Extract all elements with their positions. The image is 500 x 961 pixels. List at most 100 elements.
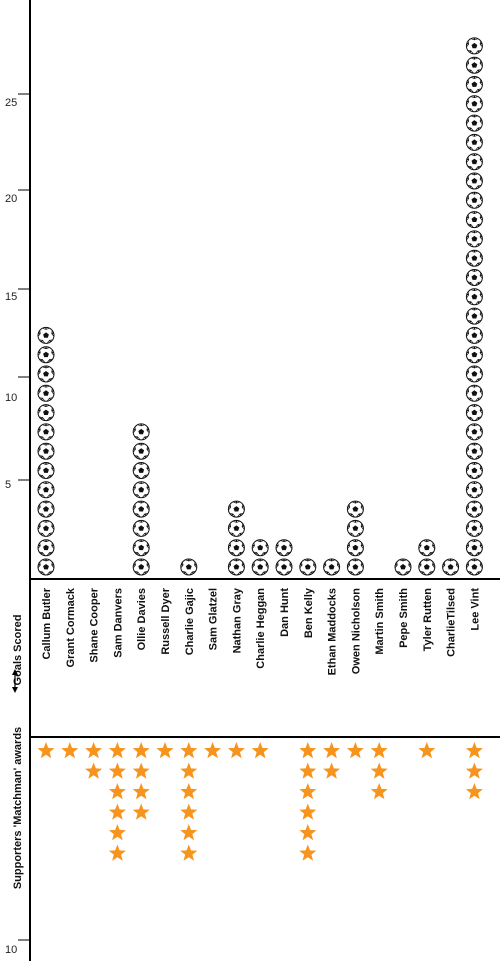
star-icon [180,803,198,820]
star-icon [227,742,245,759]
star-icon [132,762,150,779]
awards-tick-label: 10 [5,944,17,956]
football-icon [465,346,483,364]
player-name-label: Charlie Heggan [255,588,267,669]
player-name-label: Grant Cormack [65,587,77,667]
football-icon [465,172,483,190]
football-icon [442,558,460,576]
star-icon [465,762,483,779]
football-icon [465,519,483,538]
football-icon [465,500,483,518]
star-icon [85,742,103,759]
football-icon [37,346,55,364]
star-icon [180,762,198,779]
football-icon [346,539,364,557]
goals-axis-title: Goals Scored [12,615,24,686]
star-icon [61,742,79,759]
football-icon [251,558,269,576]
star-icon [323,742,341,759]
football-icon [346,558,364,576]
football-icon [275,539,293,557]
goals-markers [37,37,483,576]
star-icon [370,783,388,800]
football-icon [465,95,483,113]
star-icon [299,762,317,779]
star-icon [108,824,126,841]
football-icon [132,423,150,441]
football-icon [132,500,150,518]
star-icon [180,844,198,861]
football-icon [465,442,483,460]
player-name-label: Sam Danvers [112,588,124,658]
football-icon [275,558,293,576]
star-icon [132,803,150,820]
star-icon [299,803,317,820]
football-icon [132,519,150,538]
football-icon [37,326,55,344]
star-icon [108,762,126,779]
goals-tick-label: 25 [5,97,17,109]
star-icon [108,803,126,820]
football-icon [37,558,55,576]
football-icon [465,365,483,383]
football-icon [37,539,55,557]
football-icon [37,365,55,383]
awards-axis-title: Supporters 'Matchman' awards [12,727,24,889]
football-icon [132,481,150,499]
star-icon [299,844,317,861]
player-name-label: Martin Smith [374,588,386,655]
star-icon [108,844,126,861]
football-icon [465,307,483,325]
football-icon [227,500,245,518]
goals-tick-label: 20 [5,193,17,205]
football-icon [346,500,364,518]
football-icon [180,558,198,576]
football-icon [465,249,483,267]
star-icon [132,742,150,759]
star-icon [299,742,317,759]
football-icon [418,539,436,557]
player-name-label: Charlie Gajic [184,588,196,655]
star-icon [156,742,174,759]
player-name-label: Lee Vint [469,588,481,631]
player-names: Callum Butler Grant Cormack Shane Cooper Sa… [41,587,481,675]
football-icon [465,384,483,402]
goals-tick-label: 5 [5,479,11,491]
star-icon [132,783,150,800]
football-icon [37,442,55,460]
football-icon [37,461,55,480]
football-icon [418,558,436,576]
star-icon [180,824,198,841]
star-icon [251,742,269,759]
double-arrow-icon [12,669,18,693]
football-icon [465,423,483,441]
football-icon [465,268,483,287]
player-name-label: Ethan Maddocks [327,588,339,675]
football-icon [465,230,483,248]
player-name-label: Shane Cooper [89,587,101,662]
player-name-label: Callum Butler [41,587,53,659]
goals-ticks: 5 10 15 20 25 [5,93,30,491]
football-icon [465,191,483,209]
star-icon [180,742,198,759]
football-icon [465,37,483,55]
football-icon [465,539,483,557]
player-name-label: Ben Kelly [303,587,315,638]
star-icon [299,824,317,841]
football-icon [37,384,55,402]
football-icon [37,404,55,422]
awards-tick: 10 [5,939,30,956]
player-name-label: Sam Glatzel [208,588,220,650]
football-icon [132,558,150,576]
football-icon [227,539,245,557]
football-icon [37,423,55,441]
football-icon [227,558,245,576]
football-icon [465,288,483,306]
player-name-label: Ollie Davies [136,588,148,650]
football-icon [132,442,150,460]
football-icon [465,211,483,229]
player-name-label: Owen Nicholson [350,588,362,674]
player-name-label: Russell Dyer [160,587,172,654]
football-icon [465,326,483,344]
